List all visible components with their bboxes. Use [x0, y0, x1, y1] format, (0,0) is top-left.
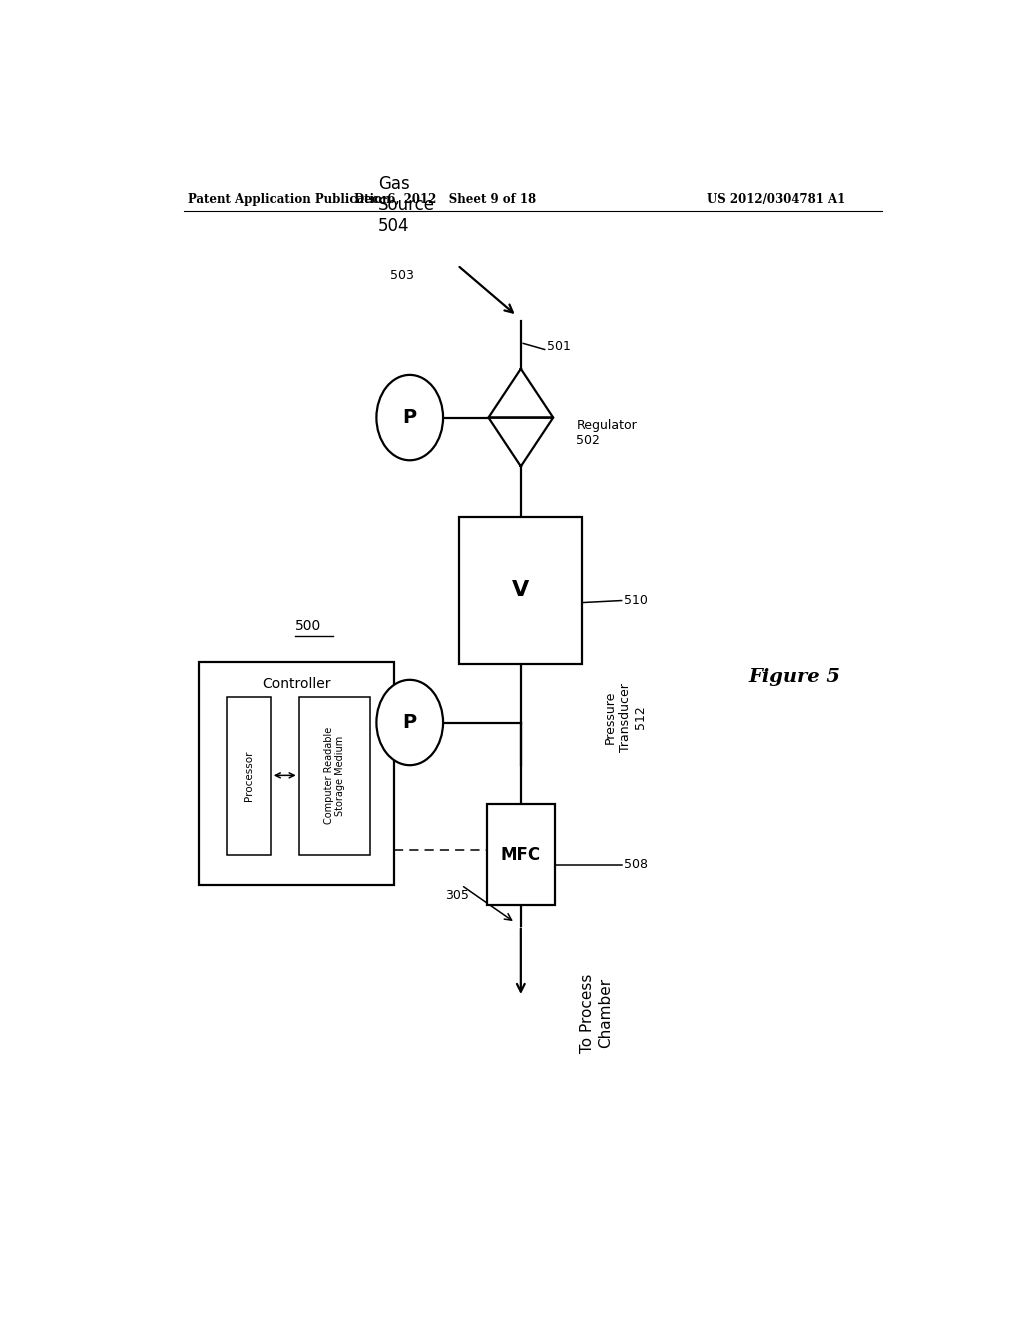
Bar [227, 697, 270, 854]
Polygon shape [488, 417, 553, 466]
Text: 500: 500 [295, 619, 321, 634]
Text: Processor: Processor [244, 751, 254, 801]
Text: 510: 510 [624, 594, 648, 607]
Bar [487, 804, 555, 906]
Circle shape [377, 375, 443, 461]
Text: 501: 501 [547, 341, 571, 352]
Text: Controller: Controller [262, 677, 331, 690]
Text: MFC: MFC [501, 846, 541, 863]
Bar [200, 661, 394, 886]
Circle shape [377, 680, 443, 766]
Text: Patent Application Publication: Patent Application Publication [187, 193, 390, 206]
Bar [460, 516, 583, 664]
Bar [299, 697, 370, 854]
Text: US 2012/0304781 A1: US 2012/0304781 A1 [708, 193, 846, 206]
Text: P: P [402, 408, 417, 428]
Text: Pressure
Transducer
512: Pressure Transducer 512 [604, 682, 647, 752]
Text: 305: 305 [445, 888, 469, 902]
Polygon shape [488, 368, 553, 417]
Text: Dec. 6, 2012   Sheet 9 of 18: Dec. 6, 2012 Sheet 9 of 18 [354, 193, 537, 206]
Text: To Process
Chamber: To Process Chamber [581, 973, 612, 1053]
Text: 508: 508 [624, 858, 648, 871]
Text: 503: 503 [390, 269, 414, 281]
Text: V: V [512, 581, 529, 601]
Text: P: P [402, 713, 417, 733]
Text: Figure 5: Figure 5 [749, 668, 841, 686]
Text: Gas
Source
504: Gas Source 504 [378, 176, 435, 235]
Text: Regulator
502: Regulator 502 [577, 418, 637, 447]
Text: Computer Readable
Storage Medium: Computer Readable Storage Medium [324, 727, 345, 825]
